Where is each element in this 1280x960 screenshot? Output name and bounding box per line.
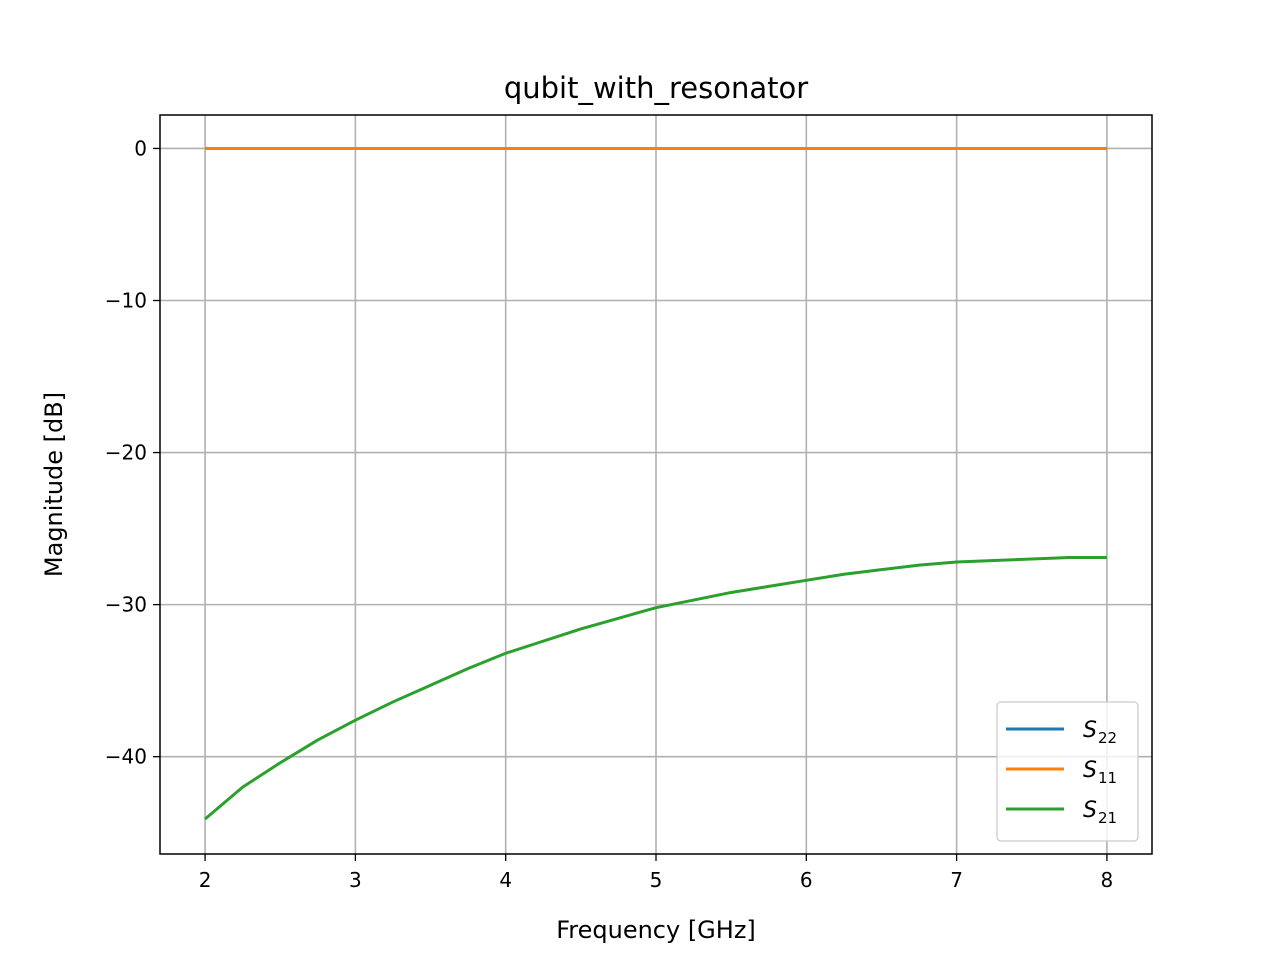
y-tick-label: −30: [105, 593, 147, 617]
legend-label-subscript: 21: [1098, 809, 1117, 827]
legend-label-subscript: 22: [1098, 729, 1117, 747]
legend-label-s21: S21: [1083, 798, 1117, 827]
x-axis-label: Frequency [GHz]: [556, 916, 756, 944]
legend-label-main: S: [1083, 758, 1097, 783]
chart-title: qubit_with_resonator: [504, 71, 808, 105]
y-tick-label: −40: [105, 745, 147, 769]
legend-label-main: S: [1083, 718, 1097, 743]
y-tick-label: −10: [105, 289, 147, 313]
x-axis-ticks: 2 3 4 5 6 7 8: [199, 854, 1114, 892]
x-tick-label: 6: [800, 868, 813, 892]
y-tick-label: −20: [105, 441, 147, 465]
legend-label-s22: S22: [1083, 718, 1117, 747]
legend-label-s11: S11: [1083, 758, 1117, 787]
legend-box: [996, 701, 1139, 842]
x-tick-label: 3: [349, 868, 362, 892]
x-tick-label: 5: [650, 868, 663, 892]
x-tick-label: 4: [499, 868, 512, 892]
legend-label-subscript: 11: [1098, 769, 1117, 787]
series-layer: [204, 146, 1107, 821]
x-tick-label: 2: [199, 868, 212, 892]
x-tick-label: 8: [1101, 868, 1114, 892]
x-tick-label: 7: [950, 868, 963, 892]
plot-area: [159, 114, 1153, 855]
series-line-s21: [204, 555, 1107, 821]
y-axis-label: Magnitude [dB]: [40, 392, 68, 577]
y-tick-label: 0: [134, 136, 147, 160]
legend-label-main: S: [1083, 798, 1097, 823]
y-axis-ticks: 0 −10 −20 −30 −40: [105, 136, 160, 769]
